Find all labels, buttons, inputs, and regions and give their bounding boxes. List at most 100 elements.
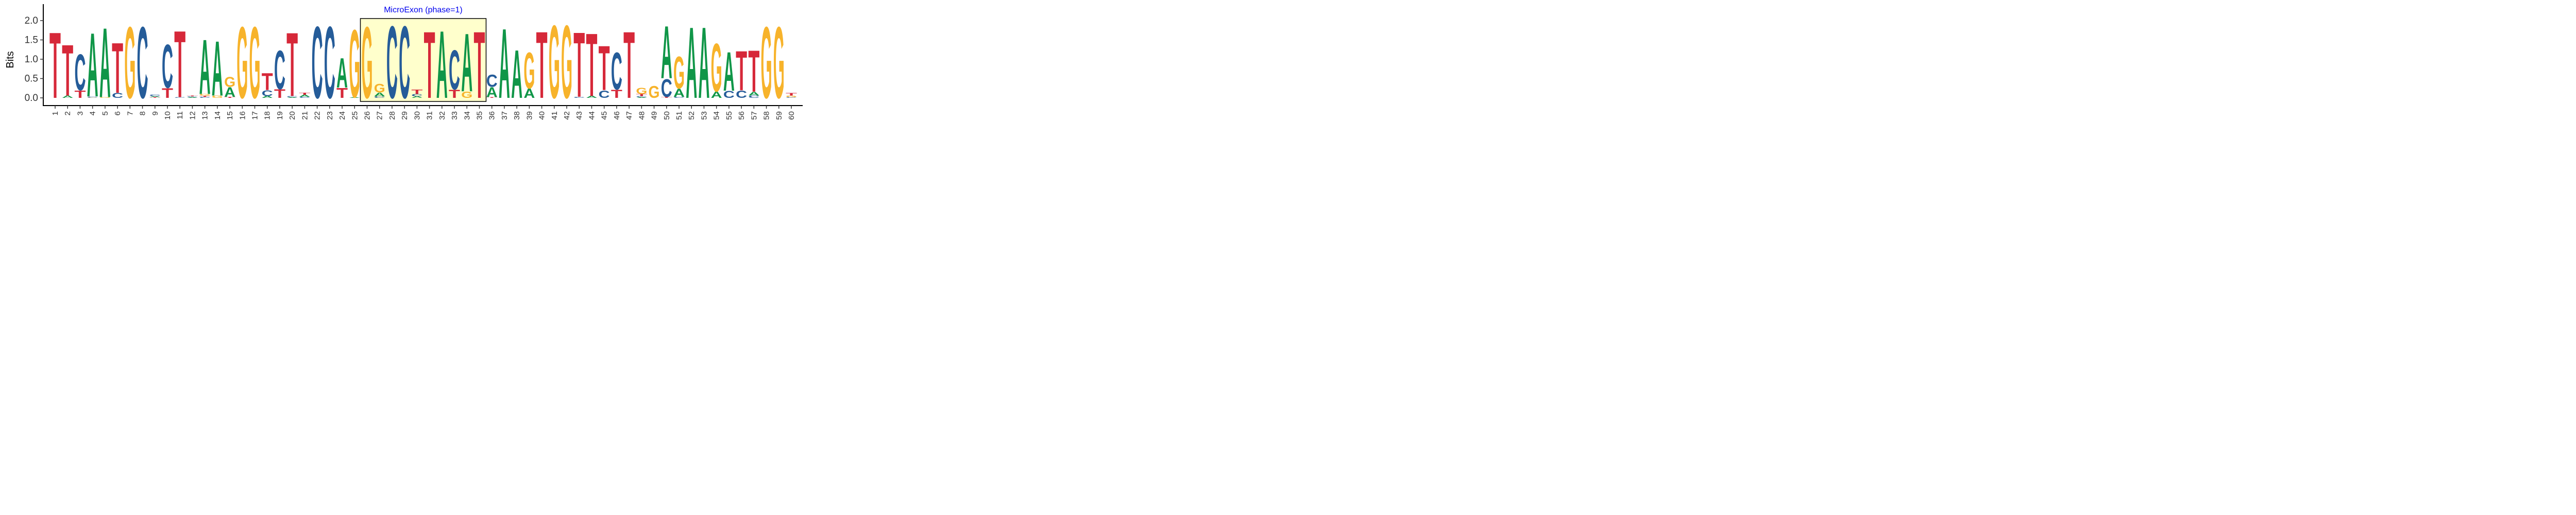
logo-letter-c: C bbox=[611, 42, 622, 101]
logo-letter-g: G bbox=[549, 4, 560, 121]
logo-letter-a: A bbox=[636, 97, 648, 98]
x-tick-label: 47 bbox=[625, 111, 634, 120]
logo-letter-c: C bbox=[449, 39, 460, 102]
y-tick-label: 2.0 bbox=[25, 15, 38, 26]
logo-letter-a: A bbox=[748, 91, 759, 97]
logo-letter-t: T bbox=[786, 92, 797, 96]
logo-letter-t: T bbox=[486, 97, 498, 98]
x-tick-label: 17 bbox=[251, 111, 260, 120]
logo-letter-t: T bbox=[299, 93, 310, 96]
x-tick-label: 45 bbox=[600, 111, 609, 120]
logo-letter-a: A bbox=[212, 26, 223, 113]
logo-letter-g: G bbox=[87, 97, 98, 98]
logo-letter-c: C bbox=[599, 88, 610, 100]
logo-letter-c: C bbox=[661, 74, 672, 102]
logo-letter-t: T bbox=[336, 85, 348, 101]
x-tick-label: 31 bbox=[426, 111, 434, 120]
x-tick-label: 38 bbox=[513, 111, 521, 120]
logo-letter-t: T bbox=[174, 11, 185, 118]
logo-letter-a: A bbox=[87, 14, 98, 116]
logo-letter-a: A bbox=[374, 92, 385, 98]
logo-letter-a: A bbox=[711, 90, 722, 100]
x-tick-label: 16 bbox=[238, 111, 247, 120]
x-tick-label: 32 bbox=[438, 111, 447, 120]
logo-letter-g: G bbox=[236, 6, 248, 120]
x-tick-label: 44 bbox=[587, 111, 596, 120]
logo-letter-c: C bbox=[187, 96, 198, 97]
x-tick-label: 49 bbox=[650, 111, 659, 120]
x-tick-label: 42 bbox=[563, 111, 571, 120]
logo-letter-c: C bbox=[286, 96, 298, 98]
x-tick-label: 6 bbox=[113, 111, 122, 115]
x-tick-label: 60 bbox=[787, 111, 796, 120]
x-tick-label: 21 bbox=[300, 111, 309, 120]
logo-letter-t: T bbox=[199, 95, 211, 97]
logo-letter-g: G bbox=[636, 86, 647, 96]
x-tick-label: 55 bbox=[725, 111, 734, 120]
logo-letter-g: G bbox=[212, 95, 223, 99]
x-tick-label: 59 bbox=[775, 111, 784, 120]
x-tick-label: 5 bbox=[101, 111, 110, 115]
logo-letter-c: C bbox=[199, 96, 211, 98]
logo-letter-a: A bbox=[286, 97, 298, 98]
logo-letter-g: G bbox=[523, 41, 535, 99]
logo-letter-c: C bbox=[262, 89, 273, 98]
logo-letter-g: G bbox=[561, 4, 572, 121]
logo-letter-t: T bbox=[736, 40, 747, 102]
x-tick-label: 18 bbox=[263, 111, 272, 120]
logo-letter-c: C bbox=[324, 6, 335, 120]
logo-letter-a: A bbox=[661, 11, 672, 95]
logo-letter-t: T bbox=[586, 14, 597, 115]
x-tick-label: 2 bbox=[63, 111, 72, 115]
logo-letter-c: C bbox=[748, 95, 759, 98]
logo-letter-c: C bbox=[162, 32, 173, 101]
logo-letter-g: G bbox=[349, 10, 360, 118]
logo-letter-g: G bbox=[124, 6, 135, 120]
y-tick-label: 1.0 bbox=[25, 54, 38, 65]
logo-letter-a: A bbox=[523, 85, 535, 100]
x-tick-label: 58 bbox=[762, 111, 771, 120]
logo-letter-c: C bbox=[386, 5, 398, 121]
logo-letter-c: C bbox=[573, 96, 585, 98]
logo-letter-c: C bbox=[411, 93, 422, 97]
logo-letter-a: A bbox=[461, 16, 472, 109]
x-tick-label: 54 bbox=[713, 111, 721, 120]
logo-letter-t: T bbox=[112, 28, 123, 108]
x-tick-label: 35 bbox=[475, 111, 484, 120]
logo-letter-t: T bbox=[661, 96, 673, 98]
logo-letter-c: C bbox=[87, 96, 99, 98]
microexon-label: MicroExon (phase=1) bbox=[384, 6, 463, 14]
x-tick-label: 30 bbox=[413, 111, 421, 120]
logo-letter-c: C bbox=[312, 6, 323, 120]
logo-letter-c: C bbox=[112, 92, 123, 99]
logo-letter-t: T bbox=[49, 13, 61, 118]
logo-letter-a: A bbox=[262, 95, 273, 98]
logo-letter-t: T bbox=[274, 87, 285, 100]
logo-letter-g: G bbox=[99, 97, 111, 98]
logo-letter-c: C bbox=[149, 94, 161, 96]
logo-letter-t: T bbox=[411, 89, 423, 96]
x-tick-label: 26 bbox=[363, 111, 372, 120]
logo-letter-t: T bbox=[449, 88, 461, 100]
x-tick-label: 43 bbox=[575, 111, 584, 120]
logo-letter-a: A bbox=[299, 94, 310, 97]
x-tick-label: 46 bbox=[613, 111, 621, 120]
logo-letter-c: C bbox=[299, 96, 311, 98]
logo-letter-a: A bbox=[411, 96, 422, 98]
x-tick-label: 12 bbox=[188, 111, 197, 120]
logo-letter-g: G bbox=[249, 6, 261, 120]
logo-letter-c: C bbox=[723, 89, 735, 100]
logo-letter-a: A bbox=[224, 84, 235, 100]
x-tick-label: 15 bbox=[226, 111, 234, 120]
sequence-logo-chart: MicroExon (phase=1) T AT TC GCA GA CT G C TAC TC C… bbox=[5, 4, 803, 121]
y-tick-label: 0.0 bbox=[25, 93, 38, 104]
x-tick-label: 13 bbox=[201, 111, 210, 120]
x-tick-label: 19 bbox=[276, 111, 284, 120]
logo-letter-c: C bbox=[374, 96, 385, 98]
x-tick-label: 36 bbox=[488, 111, 497, 120]
x-tick-label: 27 bbox=[376, 111, 384, 120]
logo-letter-a: A bbox=[723, 40, 735, 102]
logo-letter-g: G bbox=[673, 47, 685, 99]
x-tick-label: 50 bbox=[663, 111, 671, 120]
